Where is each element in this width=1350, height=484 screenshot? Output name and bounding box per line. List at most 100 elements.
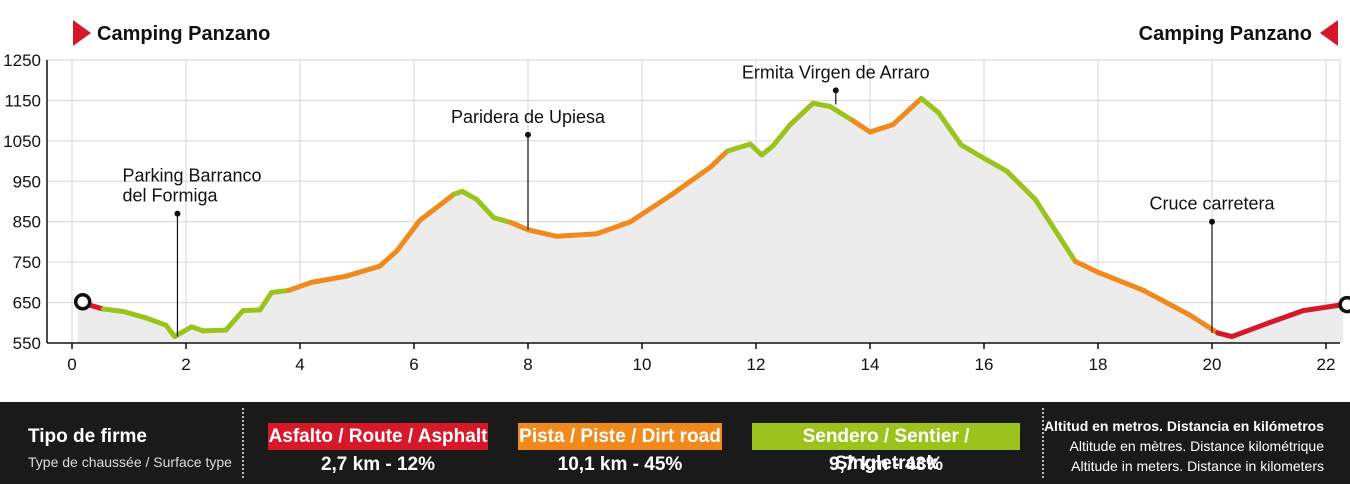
profile-segment-dirt [417,191,457,224]
legend-badge-asphalt: Asfalto / Route / Asphalt [268,423,488,450]
profile-segment-dirt [707,148,730,170]
legend-stat-asphalt: 2,7 km - 12% [320,454,436,475]
profile-segment-dirt [394,218,423,254]
profile-segment-singletrack [1004,168,1038,202]
x-tick-label: 10 [633,355,652,374]
profile-segment-asphalt [1300,302,1346,314]
profile-segment-singletrack [918,95,941,116]
profile-segment-dirt [508,220,531,233]
annotation-dot [174,210,181,217]
profile-segment-dirt [1186,312,1221,336]
profile-segment-dirt [554,231,599,239]
start-flag-icon [73,20,91,46]
annotation-label: Ermita Virgen de Arraro [742,62,930,82]
profile-segment-dirt [308,273,349,285]
start-label: Camping Panzano [97,23,270,45]
annotation-label: Parking Barranco [122,166,261,186]
legend-badge-dirt: Pista / Piste / Dirt road [518,423,722,450]
profile-segment-singletrack [120,308,149,321]
end-marker: Camping Panzano [1139,20,1338,46]
annotation-dot [525,131,531,138]
profile-segment-singletrack [143,315,169,328]
profile-segment-dirt [890,95,924,128]
x-tick-label: 4 [295,355,304,374]
profile-segment-singletrack [770,122,793,149]
profile-segment-dirt [1072,258,1101,275]
profile-segment-singletrack [100,306,126,314]
profile-segment-dirt [593,219,634,237]
profile-segment-singletrack [958,142,981,158]
y-tick-label: 650 [13,294,41,313]
end-point [1338,295,1350,314]
annotation-label: del Formiga [122,186,218,206]
profile-segment-asphalt [1229,320,1272,340]
y-tick-label: 1250 [3,51,41,70]
legend-divider [1042,408,1044,478]
profile-segment-singletrack [827,103,856,124]
profile-segment-singletrack [810,100,833,109]
y-tick-label: 950 [13,172,41,191]
axes: 0 2 4 6 8 10 12 14 16 18 20 22 550 650 750 850 950 1050 11… [3,51,1340,374]
profile-segment-singletrack [459,188,480,202]
profile-segment-singletrack [269,287,292,295]
x-tick-label: 22 [1317,355,1336,374]
profile-segment-dirt [850,118,873,135]
profile-segment-dirt [377,248,400,269]
x-tick-label: 16 [975,355,994,374]
profile-segment-dirt [343,263,383,279]
profile-segment-dirt [286,279,314,293]
profile-segment-singletrack [200,327,229,334]
x-tick-label: 18 [1089,355,1108,374]
elevation-area [77,98,1344,344]
legend-title: Tipo de firme [28,426,147,447]
y-tick-label: 1150 [4,91,41,110]
legend-subtitle: Type de chaussée / Surface type [28,454,232,470]
legend-divider [242,408,244,478]
x-tick-label: 6 [409,355,418,374]
start-point [73,293,92,311]
profile-segment-singletrack [787,100,816,128]
profile-segment-dirt [867,122,896,135]
legend-badge-singletrack: Sendero / Sentier / Singletrack [752,423,1020,474]
profile-segment-singletrack [223,308,246,333]
units-note-fr: Altitude en mètres. Distance kilométriqu… [1069,438,1324,454]
profile-line [75,95,1346,340]
profile-segment-asphalt [1266,308,1306,326]
x-tick-label: 12 [747,355,766,374]
x-tick-label: 2 [181,355,190,374]
legend-bar: Tipo de firme Type de chaussée / Surface… [0,402,1350,484]
x-tick-label: 0 [67,355,76,374]
end-label: Camping Panzano [1139,23,1312,45]
profile-segment-singletrack [240,307,263,314]
profile-segment-singletrack [1032,196,1078,264]
end-flag-icon [1320,20,1338,46]
profile-segment-singletrack [257,289,274,313]
profile-segment-dirt [628,192,673,225]
elevation-profile-chart: 0 2 4 6 8 10 12 14 16 18 20 22 550 650 750 850 950 1050 11… [3,20,1350,374]
x-tick-label: 14 [861,355,880,374]
y-tick-label: 1050 [3,132,41,151]
legend-stat-singletrack: 9,7 km - 43% [828,454,944,475]
profile-segment-singletrack [747,141,765,158]
units-note-en: Altitude in meters. Distance in kilomete… [1071,458,1324,474]
profile-segment-dirt [1141,287,1192,318]
profile-segment-singletrack [935,110,964,148]
y-tick-label: 750 [13,253,41,272]
profile-segment-singletrack [474,196,497,221]
annotation-label: Paridera de Upiesa [451,107,606,127]
profile-segment-dirt [525,227,559,239]
start-marker: Camping Panzano [73,20,270,46]
profile-segment-singletrack [975,152,1010,174]
y-tick-label: 550 [13,334,41,353]
profile-segment-dirt [1095,269,1147,293]
y-tick-label: 850 [13,213,41,232]
x-tick-label: 8 [523,355,532,374]
profile-segment-singletrack [725,141,753,154]
profile-segment-dirt [668,164,713,198]
annotation-dot [1209,218,1215,225]
profile-segment-singletrack [491,215,514,226]
endpoint-circles [73,293,1350,314]
units-note: Altitud en metros. Distancia en kilómetr… [1043,418,1324,434]
x-tick-label: 20 [1203,355,1222,374]
